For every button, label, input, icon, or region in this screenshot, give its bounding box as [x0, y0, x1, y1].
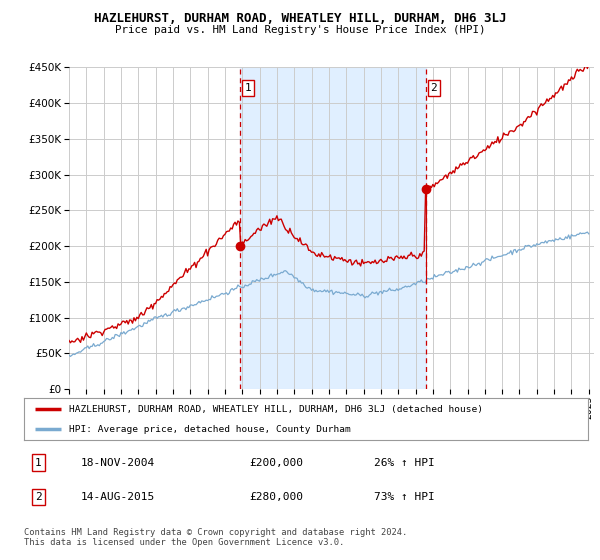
Text: 1: 1 [35, 458, 41, 468]
Text: 26% ↑ HPI: 26% ↑ HPI [374, 458, 434, 468]
Text: £280,000: £280,000 [250, 492, 304, 502]
Text: 2: 2 [431, 83, 437, 93]
Text: 2: 2 [35, 492, 41, 502]
Text: 18-NOV-2004: 18-NOV-2004 [80, 458, 155, 468]
Bar [240, 67, 426, 389]
Text: 73% ↑ HPI: 73% ↑ HPI [374, 492, 434, 502]
Text: HAZLEHURST, DURHAM ROAD, WHEATLEY HILL, DURHAM, DH6 3LJ (detached house): HAZLEHURST, DURHAM ROAD, WHEATLEY HILL, … [69, 405, 483, 414]
Text: Price paid vs. HM Land Registry's House Price Index (HPI): Price paid vs. HM Land Registry's House … [115, 25, 485, 35]
Text: 1: 1 [245, 83, 251, 93]
Text: Contains HM Land Registry data © Crown copyright and database right 2024.
This d: Contains HM Land Registry data © Crown c… [24, 528, 407, 547]
Text: HPI: Average price, detached house, County Durham: HPI: Average price, detached house, Coun… [69, 424, 351, 433]
Text: HAZLEHURST, DURHAM ROAD, WHEATLEY HILL, DURHAM, DH6 3LJ: HAZLEHURST, DURHAM ROAD, WHEATLEY HILL, … [94, 12, 506, 25]
Text: £200,000: £200,000 [250, 458, 304, 468]
Text: 14-AUG-2015: 14-AUG-2015 [80, 492, 155, 502]
